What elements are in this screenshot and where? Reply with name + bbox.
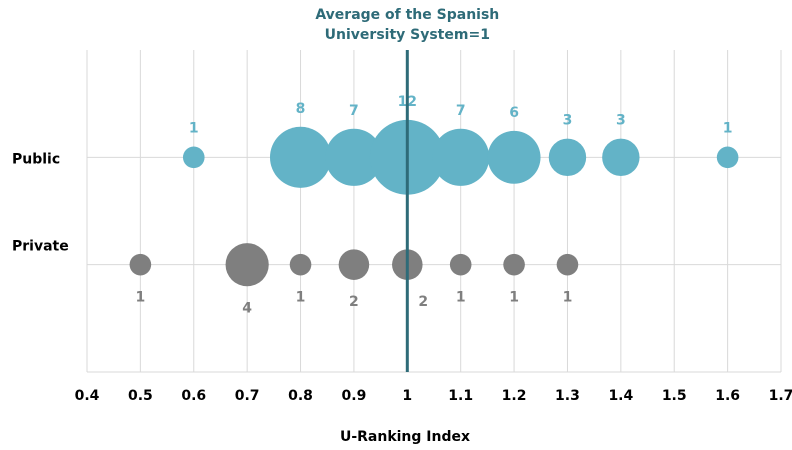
legend-label: Private [12,239,69,255]
x-tick-label: 0.6 [181,388,206,404]
data-label: 2 [418,294,428,310]
data-label: 1 [456,289,466,305]
data-label: 1 [136,289,146,305]
bubble [602,138,640,177]
x-tick-label: 1.7 [769,388,792,404]
data-label: 7 [349,103,359,119]
data-label: 3 [616,113,626,129]
data-label: 1 [563,289,573,305]
reference-label: University System=1 [325,27,490,43]
data-label: 3 [563,113,573,129]
x-tick-label: 1.3 [555,388,580,404]
x-tick-label: 0.7 [235,388,260,404]
data-label: 6 [509,105,519,121]
x-tick-label: 0.5 [128,388,153,404]
bubble [289,253,312,276]
data-label: 2 [349,294,359,310]
bubble [487,130,541,184]
data-label: 1 [189,121,199,137]
x-tick-label: 1.5 [662,388,687,404]
bubble [325,128,383,186]
data-label: 4 [242,300,252,316]
data-label: 1 [509,289,519,305]
x-tick-label: 1.6 [715,388,740,404]
bubble [129,253,152,276]
bubble [269,126,332,188]
x-axis-title: U-Ranking Index [340,429,470,445]
bubble [503,253,525,276]
data-label: 8 [296,101,306,117]
bubble [548,138,587,177]
x-tick-label: 0.9 [342,388,367,404]
bubble [556,253,579,276]
x-tick-label: 0.8 [288,388,313,404]
data-label: 1 [723,121,733,137]
data-label: 1 [296,289,306,305]
x-tick-label: 0.4 [75,388,100,404]
x-tick-label: 1.1 [448,388,473,404]
bubble [449,253,472,276]
bubble [432,128,490,186]
x-tick-label: 1.4 [608,388,633,404]
data-label: 7 [456,103,466,119]
bubble [225,243,269,287]
legend-label: Public [12,151,60,167]
reference-label: Average of the Spanish [315,7,499,23]
bubble [182,146,205,169]
bubble [338,249,370,280]
bubble [716,146,739,169]
x-tick-label: 1 [402,388,412,404]
x-tick-label: 1.2 [502,388,527,404]
